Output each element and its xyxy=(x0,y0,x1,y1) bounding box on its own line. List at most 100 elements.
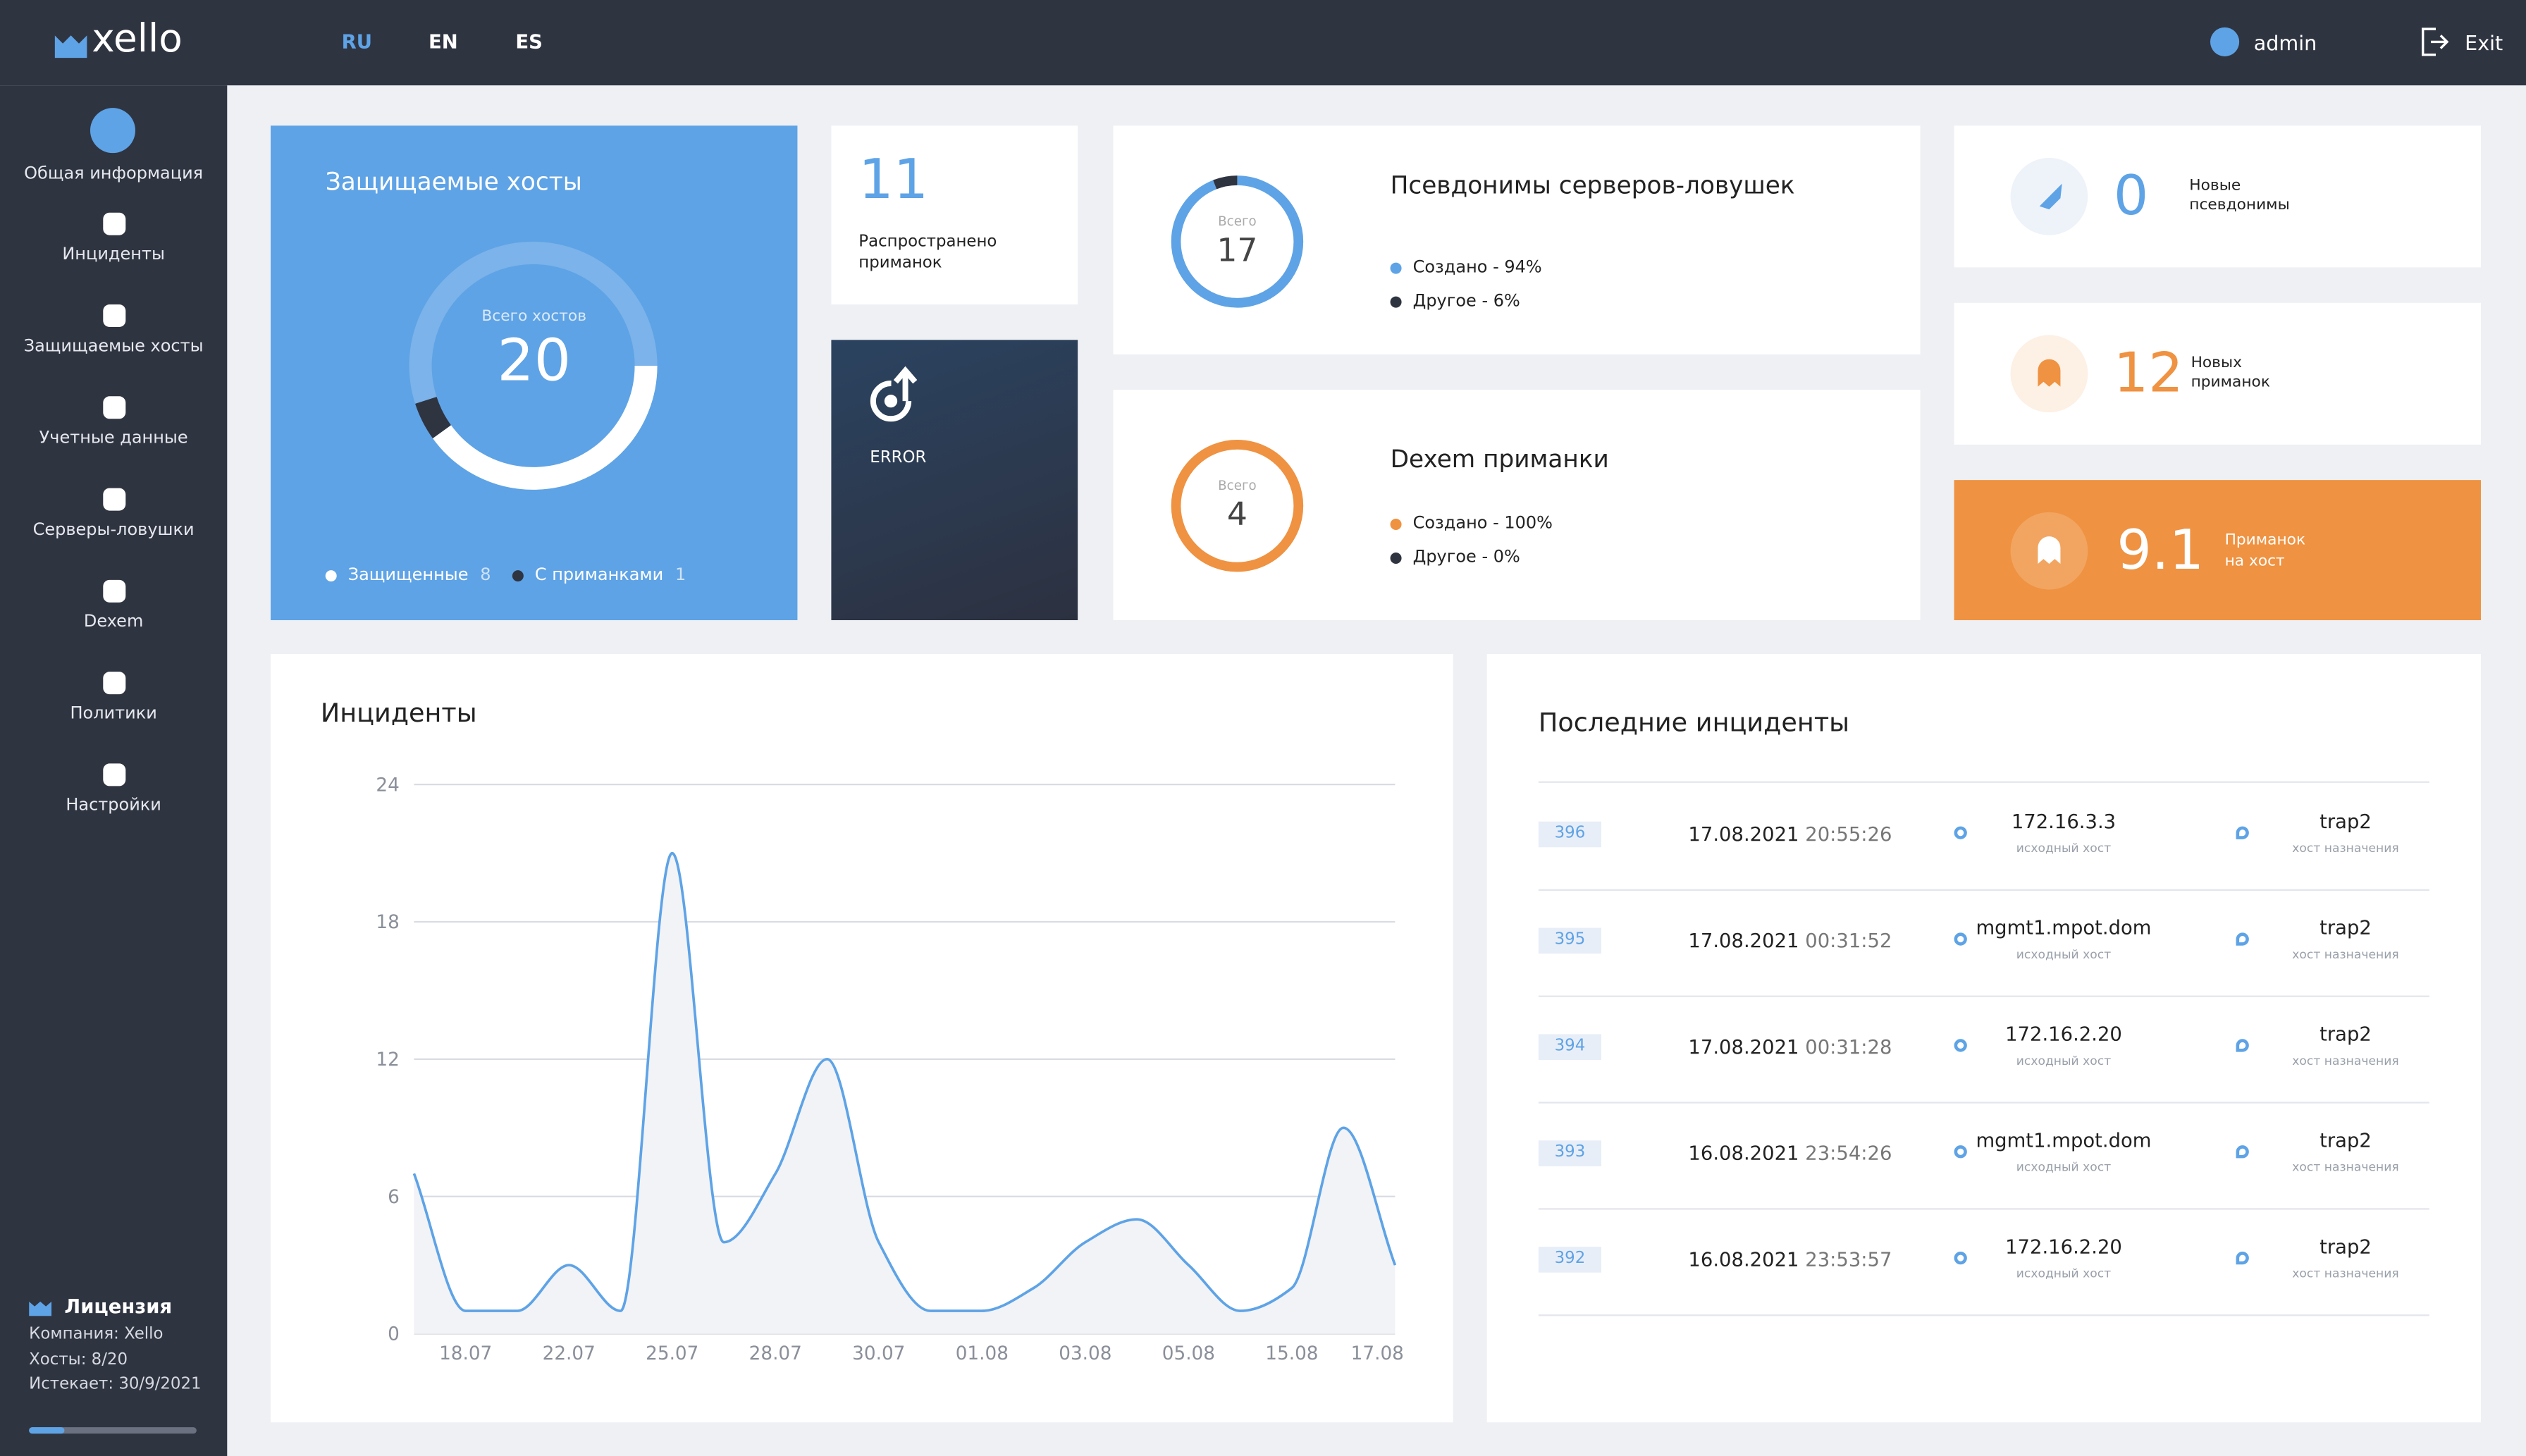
incident-row[interactable]: 394 17.08.2021 00:31:28 172.16.2.20 исходны… xyxy=(1538,996,2429,1104)
incident-date: 16.08.2021 xyxy=(1688,1248,1799,1271)
donut-total: 17 xyxy=(1216,230,1258,269)
stat-card: 9.1 Приманок на хост xyxy=(1954,480,2481,620)
nav-item[interactable]: Dexem xyxy=(0,579,227,631)
source-host: mgmt1.mpot.dom xyxy=(1976,916,2152,939)
exit[interactable]: Exit xyxy=(2465,30,2503,55)
incident-date: 17.08.2021 xyxy=(1688,929,1799,952)
chart: Инциденты 0 6 12 18 24 18.07 22.07 25.07 28.07 30… xyxy=(321,698,1404,1364)
y-tick-label: 6 xyxy=(388,1187,400,1208)
target-host: trap2 xyxy=(2319,1023,2372,1046)
target-host: trap2 xyxy=(2319,1235,2372,1259)
x-tick-label: 22.07 xyxy=(543,1343,596,1364)
source-caption: исходный хост xyxy=(2016,841,2112,856)
x-tick-label: 18.07 xyxy=(439,1343,492,1364)
license-progress xyxy=(29,1427,197,1434)
dexem-donut xyxy=(1171,439,1304,572)
chart-title: Инциденты xyxy=(321,698,477,728)
stat-card: 12 Новых приманок xyxy=(1954,302,2481,445)
error-label: ERROR xyxy=(870,449,927,467)
stat-icon xyxy=(2010,512,2088,590)
nav-item[interactable]: Защищаемые хосты xyxy=(0,304,227,356)
language[interactable]: RU xyxy=(341,30,372,54)
source-icon xyxy=(1954,826,1967,839)
nav-item[interactable]: Инциденты xyxy=(0,212,227,264)
deployed-card: 11 Распространено приманок xyxy=(831,125,1078,304)
nav-item[interactable]: Серверы-ловушки xyxy=(0,488,227,540)
target-icon xyxy=(2236,1251,2249,1265)
error-card: ERROR xyxy=(831,340,1078,620)
error-icon xyxy=(870,366,918,422)
incident-row[interactable]: 396 17.08.2021 20:55:26 172.16.3.3 исходный… xyxy=(1538,783,2429,891)
stat-label: Новые псевдонимы xyxy=(2189,177,2290,214)
y-tick-label: 18 xyxy=(376,912,399,933)
incident-row[interactable]: 392 16.08.2021 23:53:57 172.16.2.20 исходны… xyxy=(1538,1208,2429,1316)
nav-icon xyxy=(102,488,125,511)
nav-item[interactable]: Общая информация xyxy=(0,164,227,183)
donut-total: 4 xyxy=(1226,494,1247,533)
incident-id: 396 xyxy=(1538,821,1601,848)
incident-date: 17.08.2021 xyxy=(1688,1035,1799,1059)
dexem-card: Всего 4 Dexem приманки Создано - 100% Др… xyxy=(1113,390,1921,620)
alias-donut xyxy=(1171,175,1304,308)
source-host: 172.16.2.20 xyxy=(2005,1235,2122,1259)
incident-row[interactable]: 393 16.08.2021 23:54:26 mgmt1.mpot.dom исхо… xyxy=(1538,1102,2429,1210)
nav-item[interactable]: Настройки xyxy=(0,763,227,815)
x-tick-label: 28.07 xyxy=(749,1343,802,1364)
nav-item[interactable]: Политики xyxy=(0,672,227,723)
source-host: mgmt1.mpot.dom xyxy=(1976,1129,2152,1152)
target-caption: хост назначения xyxy=(2292,1159,2399,1175)
legend-label: Защищенные xyxy=(347,565,469,585)
donut-segment xyxy=(409,241,658,490)
language[interactable]: ES xyxy=(515,30,543,54)
nav-label: Настройки xyxy=(66,796,161,815)
avatar xyxy=(2210,27,2240,56)
incident-time: 20:55:26 xyxy=(1805,822,1892,846)
nav-label: Серверы-ловушки xyxy=(32,520,195,540)
source-icon xyxy=(1954,1145,1967,1159)
language[interactable]: EN xyxy=(428,30,458,54)
user-name[interactable]: admin xyxy=(2253,30,2317,55)
incident-datetime: 16.08.2021 23:53:57 xyxy=(1688,1248,1892,1271)
source-caption: исходный хост xyxy=(2016,1159,2112,1175)
license-icon xyxy=(29,1301,52,1316)
exit-icon xyxy=(2421,27,2449,56)
source-icon xyxy=(1954,1251,1967,1265)
license-company: Компания: Xello xyxy=(29,1326,164,1344)
y-tick-label: 24 xyxy=(376,775,399,796)
incident-date: 16.08.2021 xyxy=(1688,1142,1799,1165)
source-host: 172.16.2.20 xyxy=(2005,1023,2122,1046)
deployed-value: 11 xyxy=(858,148,929,213)
legend-value: 1 xyxy=(674,565,686,585)
nav-label: Общая информация xyxy=(24,164,204,184)
stat-value: 9.1 xyxy=(2117,518,2205,584)
y-tick-label: 0 xyxy=(388,1324,400,1345)
header: xello RU EN ES admin Exit xyxy=(0,0,2526,86)
card-title: Защищаемые хосты xyxy=(325,167,582,197)
target-caption: хост назначения xyxy=(2292,1053,2399,1068)
source-caption: исходный хост xyxy=(2016,946,2112,962)
source-icon xyxy=(1954,932,1967,946)
nav-label: Защищаемые хосты xyxy=(23,336,204,357)
protected-hosts-card: Защищаемые хосты Всего хостов 20 Защищен… xyxy=(270,125,798,620)
target-icon xyxy=(2236,932,2249,946)
stat-icon xyxy=(2010,157,2088,235)
source-icon xyxy=(1954,1039,1967,1052)
active-indicator xyxy=(90,108,135,154)
legend-value: 8 xyxy=(480,565,491,585)
nav-icon xyxy=(102,396,125,419)
nav-label: Политики xyxy=(70,703,157,724)
incident-row[interactable]: 395 17.08.2021 00:31:52 mgmt1.mpot.dom исхо… xyxy=(1538,889,2429,997)
nav-item[interactable]: Учетные данные xyxy=(0,396,227,448)
incident-datetime: 17.08.2021 00:31:52 xyxy=(1688,930,1892,952)
x-tick-label: 05.08 xyxy=(1162,1343,1215,1364)
legend-label: Создано - 94% xyxy=(1412,257,1542,278)
donut-total: 20 xyxy=(497,328,572,395)
incident-datetime: 17.08.2021 20:55:26 xyxy=(1688,823,1892,846)
donut-segment xyxy=(1171,439,1304,572)
target-caption: хост назначения xyxy=(2292,946,2399,962)
incident-time: 00:31:52 xyxy=(1805,929,1892,952)
legend-label: С приманками xyxy=(534,565,664,585)
license-expires: Истекает: 30/9/2021 xyxy=(29,1375,202,1394)
license-hosts: Хосты: 8/20 xyxy=(29,1351,128,1369)
